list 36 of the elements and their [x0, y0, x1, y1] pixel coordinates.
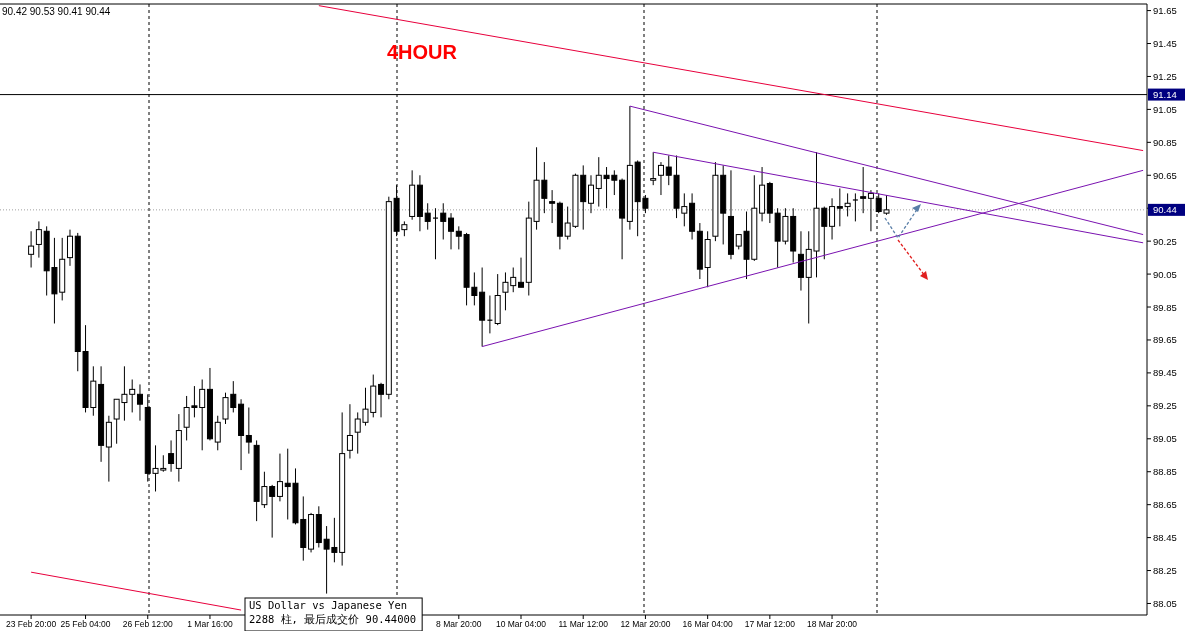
- info-box: US Dollar vs Japanese Yen 2288 柱, 最后成交价 90.44000: [244, 597, 423, 631]
- y-tick-label: 90.85: [1153, 136, 1177, 148]
- y-tick-label: 88.05: [1153, 597, 1177, 609]
- y-tick-label: 90.65: [1153, 169, 1177, 181]
- annotation: 90.42 90.53 90.41 90.44: [2, 6, 111, 17]
- x-tick-label: 26 Feb 12:00: [122, 619, 174, 629]
- x-tick-label: 18 Mar 20:00: [807, 619, 858, 629]
- x-tick-label: 25 Feb 04:00: [60, 619, 111, 629]
- x-tick-label: 8 Mar 20:00: [436, 619, 482, 629]
- y-tick-label: 90.05: [1153, 268, 1177, 280]
- ref-line-label: 90.44: [1153, 204, 1177, 216]
- y-tick-label: 88.85: [1153, 466, 1177, 478]
- x-tick-label: 1 Mar 16:00: [187, 619, 233, 629]
- y-tick-label: 90.25: [1153, 235, 1177, 247]
- x-tick-label: 23 Feb 20:00: [6, 619, 57, 629]
- x-tick-label: 17 Mar 12:00: [744, 619, 796, 629]
- y-tick-label: 91.25: [1153, 70, 1177, 82]
- y-tick-label: 88.65: [1153, 499, 1177, 511]
- x-tick-label: 11 Mar 12:00: [558, 619, 609, 629]
- ref-line-label: 91.14: [1153, 89, 1177, 101]
- y-tick-label: 91.45: [1153, 38, 1177, 50]
- x-tick-label: 12 Mar 20:00: [620, 619, 671, 629]
- y-tick-label: 88.25: [1153, 565, 1177, 577]
- y-tick-label: 89.65: [1153, 334, 1177, 346]
- y-tick-label: 89.25: [1153, 400, 1177, 412]
- annotation: 2288 柱, 最后成交价 90.44000: [249, 613, 417, 625]
- x-tick-label: 10 Mar 04:00: [495, 619, 547, 629]
- y-tick-label: 89.45: [1153, 367, 1177, 379]
- y-tick-label: 91.65: [1153, 5, 1177, 17]
- x-tick-label: 16 Mar 04:00: [682, 619, 733, 629]
- annotation: US Dollar vs Japanese Yen: [249, 599, 408, 611]
- y-tick-label: 91.05: [1153, 103, 1177, 115]
- y-tick-label: 89.85: [1153, 301, 1177, 313]
- y-tick-label: 88.45: [1153, 532, 1177, 544]
- y-tick-label: 89.05: [1153, 433, 1177, 445]
- text: 4HOUR: [386, 41, 458, 63]
